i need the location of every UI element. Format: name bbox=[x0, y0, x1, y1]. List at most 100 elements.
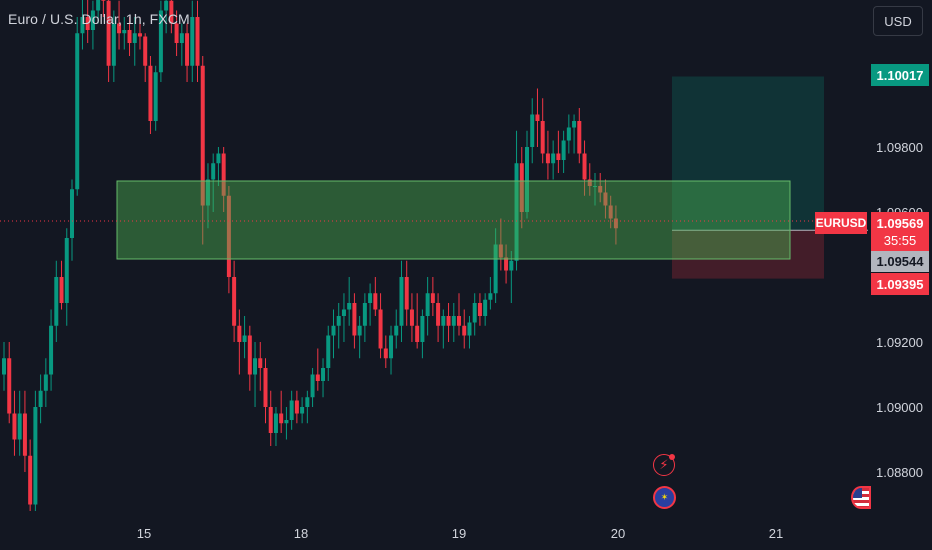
candle-body bbox=[143, 36, 148, 66]
y-axis-tick-label: 1.09800 bbox=[876, 140, 923, 155]
candle-body bbox=[409, 309, 414, 326]
candle-body bbox=[101, 0, 106, 1]
candle-body bbox=[336, 316, 341, 326]
candle-body bbox=[592, 186, 597, 187]
candle-body bbox=[137, 33, 142, 37]
y-axis-tick-label: 1.09200 bbox=[876, 335, 923, 350]
candle-body bbox=[598, 186, 603, 193]
long-position-loss-zone bbox=[672, 230, 824, 279]
candle-body bbox=[279, 413, 284, 424]
candle-body bbox=[127, 30, 132, 43]
candle-body bbox=[577, 121, 582, 154]
candle-body bbox=[232, 277, 237, 326]
candle-body bbox=[462, 325, 467, 336]
candle-body bbox=[582, 153, 587, 180]
x-axis-tick-label: 15 bbox=[137, 526, 151, 541]
candle-body bbox=[561, 140, 566, 160]
candle-body bbox=[415, 325, 420, 342]
candle-body bbox=[205, 179, 210, 206]
candle-body bbox=[519, 163, 524, 212]
candle-body bbox=[441, 316, 446, 326]
candle-body bbox=[28, 455, 33, 505]
candle-body bbox=[540, 121, 545, 154]
candle-body bbox=[488, 293, 493, 300]
candle-body bbox=[226, 195, 231, 277]
candle-body bbox=[603, 192, 608, 206]
candle-body bbox=[477, 303, 482, 316]
support-zone-rectangle bbox=[116, 180, 791, 260]
candle-body bbox=[195, 17, 200, 66]
candle-body bbox=[310, 374, 315, 398]
candle-body bbox=[221, 153, 226, 196]
candle-body bbox=[525, 147, 529, 212]
candle-body bbox=[247, 335, 252, 375]
candle-body bbox=[59, 277, 64, 303]
candle-body bbox=[613, 218, 618, 229]
candle-body bbox=[572, 121, 577, 128]
candle-body bbox=[185, 33, 190, 66]
candle-body bbox=[530, 114, 535, 147]
eu-flag-event-icon[interactable]: ✶ bbox=[653, 486, 676, 509]
candle-body bbox=[164, 0, 169, 11]
candle-body bbox=[394, 325, 399, 336]
candle-body bbox=[64, 238, 69, 303]
candle-body bbox=[80, 17, 85, 34]
candle-body bbox=[305, 397, 310, 407]
candle-body bbox=[514, 163, 519, 261]
candle-body bbox=[96, 0, 101, 11]
candle-body bbox=[399, 277, 404, 326]
candle-body bbox=[446, 316, 451, 326]
candle-body bbox=[483, 299, 488, 316]
us-flag-event-icon[interactable] bbox=[851, 486, 871, 509]
candle-body bbox=[17, 413, 22, 440]
candle-body bbox=[158, 10, 163, 73]
candle-body bbox=[352, 303, 357, 336]
candle-body bbox=[315, 374, 320, 381]
candle-body bbox=[33, 407, 38, 505]
candle-body bbox=[289, 400, 294, 420]
candle-body bbox=[49, 325, 54, 375]
target-price-label: 1.10017 bbox=[871, 64, 929, 86]
event-alert-dot bbox=[669, 454, 675, 460]
candle-body bbox=[122, 30, 127, 34]
entry-price-label: 1.09544 bbox=[871, 251, 929, 272]
current-price-value: 1.09569 bbox=[876, 216, 924, 231]
x-axis-tick-label: 18 bbox=[294, 526, 308, 541]
candle-body bbox=[467, 322, 472, 336]
candle-body bbox=[556, 153, 561, 160]
candle-body bbox=[551, 153, 556, 164]
candle-body bbox=[436, 303, 441, 326]
candle-body bbox=[389, 335, 394, 359]
candle-body bbox=[12, 413, 17, 440]
candle-body bbox=[378, 309, 383, 349]
candle-body bbox=[457, 316, 462, 326]
currency-button[interactable]: USD bbox=[873, 6, 923, 36]
candle-body bbox=[153, 72, 158, 121]
candle-body bbox=[321, 368, 326, 381]
stop-price-label: 1.09395 bbox=[871, 273, 929, 295]
candle-body bbox=[117, 23, 122, 34]
candle-body bbox=[362, 303, 367, 326]
candle-body bbox=[373, 293, 378, 310]
candle-body bbox=[430, 293, 435, 303]
candle-body bbox=[498, 244, 503, 258]
long-position-profit-zone bbox=[672, 76, 824, 231]
candle-body bbox=[85, 17, 90, 30]
candle-body bbox=[331, 325, 336, 336]
candle-body bbox=[509, 260, 514, 271]
candle-body bbox=[38, 390, 43, 407]
candle-body bbox=[237, 325, 242, 342]
candle-body bbox=[545, 153, 550, 164]
candle-body bbox=[169, 0, 174, 24]
candle-body bbox=[404, 277, 409, 310]
candle-body bbox=[22, 413, 27, 456]
candle-body bbox=[179, 33, 184, 43]
candle-body bbox=[504, 257, 509, 271]
candle-body bbox=[284, 420, 289, 424]
candle-body bbox=[75, 33, 80, 190]
candle-body bbox=[608, 205, 613, 219]
candle-body bbox=[300, 407, 305, 414]
candle-body bbox=[493, 244, 498, 294]
candle-body bbox=[258, 358, 263, 368]
